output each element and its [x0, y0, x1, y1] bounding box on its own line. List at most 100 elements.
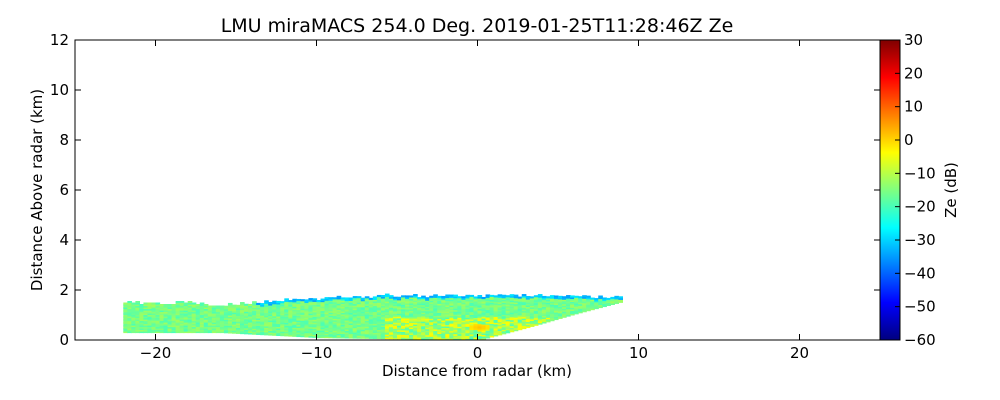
- echo-cell: [437, 310, 442, 313]
- echo-cell: [328, 334, 334, 337]
- echo-cell: [151, 319, 157, 322]
- echo-cell: [131, 319, 136, 322]
- echo-cell: [602, 304, 607, 308]
- echo-cell: [179, 329, 185, 332]
- echo-cell: [517, 323, 523, 326]
- echo-cell: [465, 296, 471, 299]
- echo-cell: [368, 327, 374, 330]
- echo-cell: [372, 302, 378, 305]
- echo-cell: [272, 305, 277, 308]
- echo-cell: [481, 296, 487, 300]
- echo-cell: [582, 301, 587, 304]
- echo-cell: [558, 303, 563, 306]
- echo-cell: [203, 331, 209, 334]
- echo-cell: [445, 323, 450, 326]
- echo-cell: [344, 319, 350, 323]
- echo-cell: [135, 314, 140, 317]
- echo-cell: [457, 309, 462, 312]
- echo-cell: [453, 312, 458, 315]
- echo-cell: [417, 337, 422, 340]
- echo-cell: [497, 324, 503, 327]
- echo-cell: [417, 313, 422, 316]
- echo-cell: [521, 315, 527, 318]
- echo-cell: [429, 328, 434, 331]
- echo-cell: [529, 320, 535, 323]
- echo-cell: [147, 308, 153, 311]
- echo-cell: [336, 322, 342, 325]
- echo-cell: [392, 298, 398, 301]
- echo-cell: [364, 309, 370, 312]
- echo-cell: [477, 338, 483, 340]
- echo-cell: [187, 326, 193, 329]
- echo-cell: [517, 313, 523, 316]
- echo-cell: [417, 306, 422, 309]
- echo-cell: [151, 323, 157, 326]
- echo-cell: [558, 295, 563, 298]
- echo-cell: [453, 309, 458, 312]
- echo-cell: [521, 304, 527, 307]
- echo-cell: [123, 322, 128, 325]
- echo-cell: [481, 323, 487, 327]
- echo-cell: [449, 324, 454, 327]
- echo-cell: [582, 295, 587, 298]
- echo-cell: [477, 298, 483, 301]
- echo-cell: [401, 332, 406, 335]
- echo-cell: [553, 301, 559, 304]
- echo-cell: [131, 329, 136, 332]
- echo-cell: [501, 305, 507, 308]
- echo-cell: [461, 330, 467, 333]
- echo-cell: [312, 299, 318, 302]
- echo-cell: [139, 320, 145, 323]
- echo-cell: [360, 300, 366, 303]
- echo-cell: [453, 323, 458, 326]
- echo-cell: [175, 307, 181, 310]
- echo-cell: [244, 312, 249, 315]
- echo-cell: [405, 317, 410, 320]
- echo-cell: [260, 307, 265, 310]
- echo-cell: [517, 322, 523, 325]
- echo-cell: [352, 306, 358, 309]
- echo-cell: [280, 325, 285, 328]
- echo-cell: [541, 312, 547, 315]
- echo-cell: [437, 312, 442, 315]
- echo-cell: [260, 328, 265, 331]
- echo-cell: [207, 316, 213, 319]
- echo-cell: [493, 302, 499, 305]
- echo-cell: [344, 310, 350, 314]
- echo-cell: [388, 337, 394, 340]
- echo-cell: [147, 314, 153, 317]
- echo-cell: [384, 325, 390, 328]
- echo-cell: [437, 336, 442, 339]
- echo-cell: [465, 333, 471, 336]
- echo-cell: [481, 329, 487, 333]
- echo-cell: [151, 307, 157, 310]
- echo-cell: [409, 298, 414, 301]
- echo-cell: [143, 316, 149, 319]
- echo-cell: [549, 304, 555, 307]
- echo-cell: [417, 298, 422, 301]
- echo-cell: [429, 336, 434, 339]
- echo-cell: [348, 336, 354, 339]
- echo-cell: [372, 305, 378, 308]
- echo-cell: [376, 300, 382, 304]
- echo-cell: [493, 325, 499, 328]
- echo-cell: [284, 305, 289, 308]
- echo-cell: [368, 318, 374, 321]
- echo-cell: [211, 311, 217, 314]
- echo-cell: [219, 307, 225, 310]
- echo-cell: [545, 302, 551, 305]
- echo-cell: [388, 296, 394, 299]
- echo-cell: [545, 297, 551, 300]
- echo-cell: [489, 317, 495, 320]
- echo-cell: [231, 313, 237, 316]
- echo-cell: [392, 304, 398, 307]
- echo-cell: [127, 316, 132, 319]
- echo-cell: [441, 334, 446, 338]
- echo-cell: [525, 308, 531, 311]
- echo-cell: [401, 328, 406, 331]
- echo-cell: [401, 317, 406, 320]
- echo-cell: [368, 309, 374, 312]
- echo-cell: [292, 321, 297, 324]
- echo-cell: [489, 320, 495, 323]
- echo-cell: [147, 319, 153, 322]
